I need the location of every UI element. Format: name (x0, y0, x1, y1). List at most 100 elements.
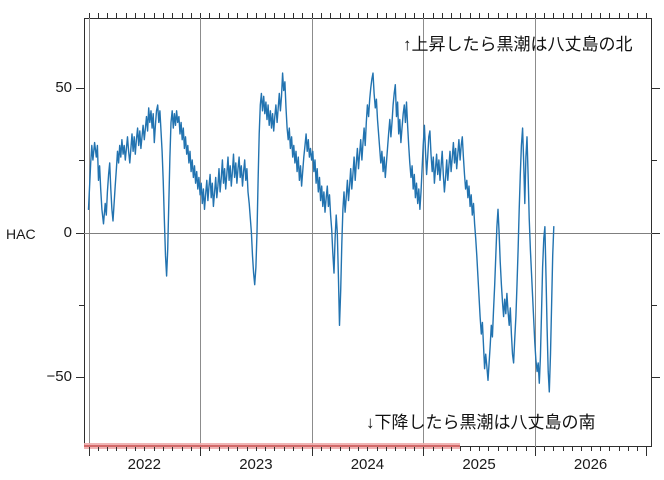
x-minor-tick-top (367, 13, 369, 18)
x-minor-tick-top (172, 13, 174, 18)
x-minor-tick-bottom (228, 447, 229, 451)
x-tick-label: 2023 (239, 456, 273, 473)
x-minor-tick-bottom (274, 447, 276, 451)
x-minor-tick-bottom (162, 447, 164, 451)
x-minor-tick-top (311, 13, 313, 18)
x-minor-tick-top (534, 13, 536, 18)
x-minor-tick-top (572, 13, 573, 18)
x-minor-tick-bottom (302, 447, 304, 451)
x-minor-tick-bottom (358, 447, 360, 451)
x-minor-tick-bottom (376, 447, 378, 451)
x-minor-tick-top (97, 13, 99, 18)
x-minor-tick-bottom (218, 447, 220, 451)
x-minor-tick-top (116, 13, 118, 18)
x-minor-tick-bottom (125, 447, 127, 451)
x-minor-tick-top (460, 13, 462, 18)
x-minor-tick-top (590, 13, 592, 18)
x-minor-tick-bottom (525, 447, 527, 451)
x-minor-tick-bottom (339, 447, 341, 451)
x-minor-tick-top (497, 13, 499, 18)
x-minor-tick-bottom (190, 447, 192, 451)
x-minor-tick-top (413, 13, 415, 18)
x-minor-tick-top (218, 13, 220, 18)
x-minor-tick-bottom (497, 447, 499, 451)
x-minor-tick-top (339, 13, 341, 18)
x-minor-tick-bottom (441, 447, 443, 451)
x-minor-tick-bottom (395, 447, 397, 451)
x-minor-tick-top (553, 13, 555, 18)
x-minor-tick-top (544, 13, 546, 18)
x-minor-tick-bottom (404, 447, 406, 451)
x-minor-tick-top (153, 13, 155, 18)
x-minor-tick-bottom (181, 447, 183, 451)
x-tick-label: 2025 (462, 456, 496, 473)
x-minor-tick-bottom (413, 447, 415, 451)
x-minor-tick-top (265, 13, 267, 18)
x-minor-tick-top (441, 13, 443, 18)
x-minor-tick-top (88, 13, 90, 18)
y-minor-tick-left (79, 305, 84, 306)
x-minor-tick-top (581, 13, 583, 18)
y-minor-tick-left (79, 160, 84, 161)
x-minor-tick-bottom (544, 447, 546, 451)
x-tick-label: 2022 (127, 456, 161, 473)
x-minor-tick-bottom (479, 447, 480, 451)
x-minor-tick-bottom (97, 447, 99, 451)
x-minor-tick-bottom (265, 447, 267, 451)
x-minor-tick-top (348, 13, 350, 18)
meander-period-core-line (84, 445, 461, 447)
x-minor-tick-top (479, 13, 480, 18)
x-minor-tick-top (469, 13, 471, 18)
y-major-tick-left (76, 232, 84, 234)
x-major-tick-bottom (646, 447, 648, 456)
x-minor-tick-top (181, 13, 183, 18)
annotation-fall-kuroshio-south: ↓下降したら黒潮は八丈島の南 (366, 413, 596, 432)
x-minor-tick-bottom (562, 447, 564, 451)
y-tick-label: −50 (46, 368, 72, 386)
y-axis-title: HAC (6, 226, 36, 242)
x-minor-tick-bottom (172, 447, 174, 451)
x-minor-tick-top (320, 13, 322, 18)
x-minor-tick-bottom (609, 447, 611, 451)
x-minor-tick-bottom (153, 447, 155, 451)
x-minor-tick-bottom (209, 447, 211, 451)
x-minor-tick-top (395, 13, 397, 18)
x-minor-tick-top (246, 13, 248, 18)
x-minor-tick-bottom (283, 447, 285, 451)
x-minor-tick-bottom (637, 447, 639, 451)
x-minor-tick-bottom (627, 447, 629, 451)
x-minor-tick-top (386, 13, 387, 18)
x-minor-tick-top (618, 13, 620, 18)
x-minor-tick-top (190, 13, 192, 18)
x-minor-tick-bottom (618, 447, 620, 451)
x-minor-tick-bottom (460, 447, 462, 451)
x-minor-tick-top (255, 13, 257, 18)
x-minor-tick-top (599, 13, 601, 18)
x-minor-tick-top (646, 13, 648, 18)
x-minor-tick-bottom (488, 447, 490, 451)
hac-polyline (87, 72, 555, 393)
x-minor-tick-top (144, 13, 146, 18)
annotation-rise-kuroshio-north: ↑上昇したら黒潮は八丈島の北 (403, 35, 633, 54)
x-minor-tick-bottom (469, 447, 471, 451)
x-minor-tick-top (451, 13, 453, 18)
x-minor-tick-bottom (255, 447, 257, 451)
x-minor-tick-top (404, 13, 406, 18)
x-minor-tick-top (274, 13, 276, 18)
x-minor-tick-top (135, 13, 136, 18)
x-major-tick-bottom (200, 447, 202, 456)
x-minor-tick-bottom (553, 447, 555, 451)
x-minor-tick-top (302, 13, 304, 18)
x-minor-tick-bottom (246, 447, 248, 451)
x-minor-tick-top (637, 13, 639, 18)
x-minor-tick-bottom (572, 447, 573, 451)
x-minor-tick-top (525, 13, 527, 18)
x-major-tick-bottom (423, 447, 425, 456)
x-minor-tick-bottom (367, 447, 369, 451)
x-tick-label: 2024 (350, 456, 385, 473)
y-tick-label: 50 (55, 78, 72, 96)
